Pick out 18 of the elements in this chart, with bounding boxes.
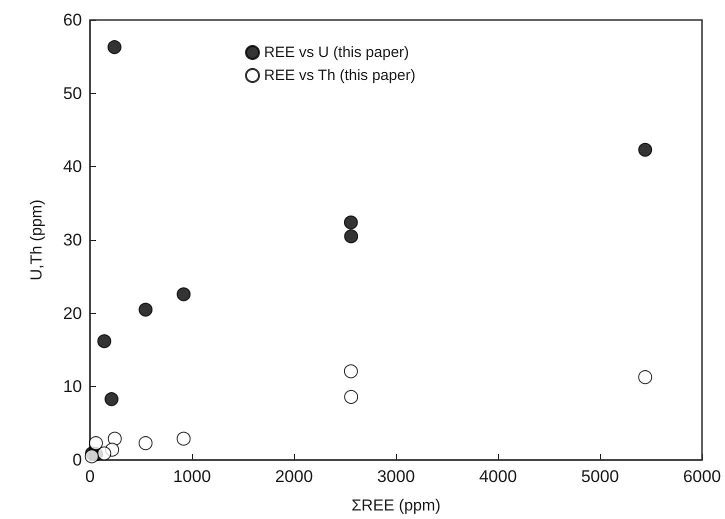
x-tick-label: 3000 bbox=[377, 467, 415, 486]
legend-label: REE vs U (this paper) bbox=[264, 44, 410, 61]
x-tick-label: 5000 bbox=[581, 467, 619, 486]
y-tick-label: 10 bbox=[63, 377, 82, 396]
y-axis-title: U,Th (ppm) bbox=[28, 200, 46, 280]
y-tick-label: 20 bbox=[63, 304, 82, 323]
y-tick-label: 50 bbox=[63, 84, 82, 103]
x-tick-label: 2000 bbox=[275, 467, 313, 486]
x-tick-label: 6000 bbox=[683, 467, 721, 486]
x-tick-label: 0 bbox=[85, 467, 95, 486]
x-tick-label: 1000 bbox=[173, 467, 211, 486]
x-axis-title: ΣREE (ppm) bbox=[351, 498, 441, 514]
y-tick-label: 30 bbox=[63, 230, 82, 250]
y-tick-label: 60 bbox=[63, 10, 82, 30]
y-tick-label: 40 bbox=[63, 157, 82, 176]
legend-label: REE vs Th (this paper) bbox=[264, 67, 416, 84]
y-tick-label: 0 bbox=[72, 450, 82, 470]
x-tick-label: 4000 bbox=[479, 467, 517, 486]
